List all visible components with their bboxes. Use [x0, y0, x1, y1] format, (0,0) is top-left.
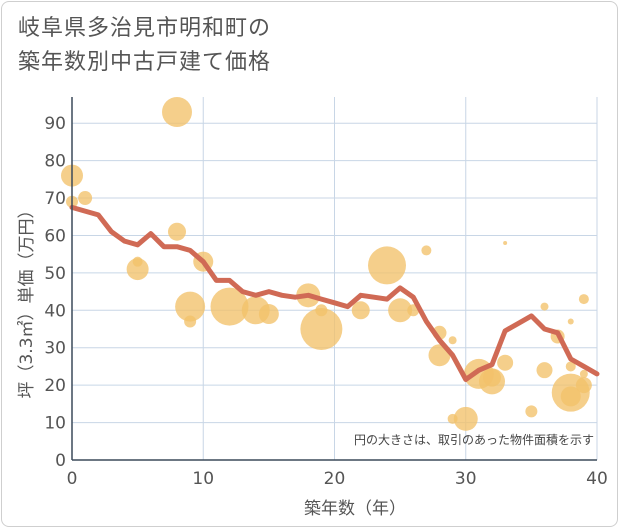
bubble [388, 298, 413, 323]
chart-title: 岐阜県多治見市明和町の 築年数別中古戸建て価格 [18, 12, 271, 80]
bubble [483, 368, 501, 387]
bubble [368, 246, 406, 285]
axes [71, 97, 597, 461]
y-tick-label: 80 [44, 152, 66, 172]
x-tick-label: 30 [455, 469, 477, 489]
x-tick-label: 40 [586, 469, 608, 489]
trend-line [69, 204, 600, 382]
tick-labels: 0 10 20 30 40 50 60 70 80 90 0 10 20 30 40 [44, 114, 607, 489]
y-tick-label: 20 [44, 376, 66, 396]
bubble [132, 256, 143, 267]
bubble [540, 302, 549, 311]
bubble [497, 354, 514, 371]
x-tick-label: 10 [192, 469, 214, 489]
x-tick-label: 20 [324, 469, 346, 489]
bubble [210, 287, 249, 326]
y-tick-label: 30 [44, 339, 66, 359]
bubble [315, 304, 328, 317]
y-tick-label: 70 [44, 189, 66, 209]
bubble [578, 294, 589, 305]
bubble [565, 361, 576, 372]
y-tick-label: 40 [44, 301, 66, 321]
bubble [351, 301, 370, 320]
y-tick-label: 10 [44, 414, 66, 434]
bubble-series [61, 96, 592, 431]
x-tick-label: 0 [67, 469, 78, 489]
bubble [503, 240, 508, 245]
y-tick-label: 0 [55, 451, 66, 471]
bubble [575, 377, 592, 394]
y-tick-label: 90 [44, 114, 66, 134]
y-axis-title: 坪（3.3㎡）単価（万円） [17, 201, 37, 398]
size-legend-note: 円の大きさは、取引のあった物件面積を示す [354, 432, 594, 447]
chart-title-line2: 築年数別中古戸建て価格 [18, 50, 272, 75]
bubble [421, 245, 432, 256]
bubble [567, 318, 574, 325]
bubble [579, 369, 588, 378]
chart-title-line1: 岐阜県多治見市明和町の [18, 16, 272, 41]
bubble [525, 405, 538, 418]
y-tick-label: 50 [44, 264, 66, 284]
bubble [536, 362, 553, 379]
bubble [168, 222, 186, 241]
bubble [126, 258, 149, 281]
bubble [453, 406, 478, 431]
x-axis-title: 築年数（年） [304, 499, 406, 519]
bubble [162, 96, 192, 127]
bubble [560, 386, 581, 407]
bubble [78, 191, 93, 206]
grid-lines [72, 97, 598, 460]
bubble [448, 336, 457, 345]
bubble [258, 304, 279, 325]
y-tick-label: 60 [44, 226, 66, 246]
bubble [300, 308, 343, 351]
bubble [184, 315, 197, 328]
bubble [175, 291, 206, 322]
